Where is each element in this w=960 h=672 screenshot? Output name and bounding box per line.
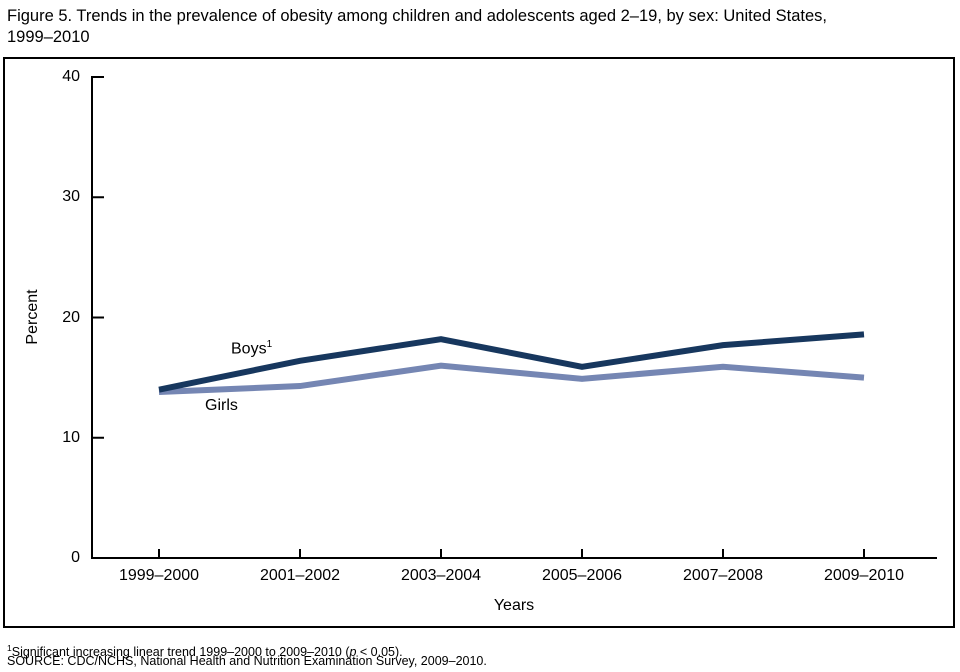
- x-tick-label-5: 2009–2010: [823, 567, 905, 584]
- series-line-girls: [158, 362, 865, 396]
- figure-title-line2: 1999–2010: [7, 28, 90, 46]
- series-label-boys-text: Boys: [231, 340, 267, 358]
- series-label-girls: Girls: [205, 397, 238, 415]
- y-tick-label-2: 20: [62, 308, 80, 326]
- footnote-marker: 1: [7, 643, 12, 653]
- footnote-p-symbol: p: [349, 645, 357, 660]
- y-tick-label-3: 30: [62, 188, 80, 206]
- x-tick-label-1: 2001–2002: [259, 567, 341, 584]
- footnote-text-pre: Significant increasing linear trend 1999…: [11, 645, 350, 660]
- x-tick-label-0: 1999–2000: [118, 567, 200, 584]
- series-label-girls-text: Girls: [205, 397, 238, 414]
- source-note: SOURCE: CDC/NCHS, National Health and Nu…: [7, 654, 487, 668]
- x-tick-label-2: 2003–2004: [400, 567, 482, 584]
- figure-title: Figure 5. Trends in the prevalence of ob…: [7, 6, 953, 48]
- figure-title-line1: Figure 5. Trends in the prevalence of ob…: [7, 7, 828, 25]
- footnote-text-post: < 0.05).: [356, 645, 403, 660]
- y-tick-label-1: 10: [62, 428, 80, 446]
- x-tick-label-3: 2005–2006: [541, 567, 623, 584]
- y-tick-label-0: 0: [71, 549, 80, 566]
- x-axis-title: Years: [493, 597, 535, 614]
- series-label-boys: Boys1: [231, 339, 272, 358]
- series-line-boys: [158, 331, 865, 393]
- footnote-significance: 1Significant increasing linear trend 199…: [7, 641, 403, 659]
- series-label-boys-footnote-marker: 1: [266, 339, 273, 350]
- x-tick-label-4: 2007–2008: [682, 567, 764, 584]
- y-tick-label-4: 40: [62, 68, 80, 85]
